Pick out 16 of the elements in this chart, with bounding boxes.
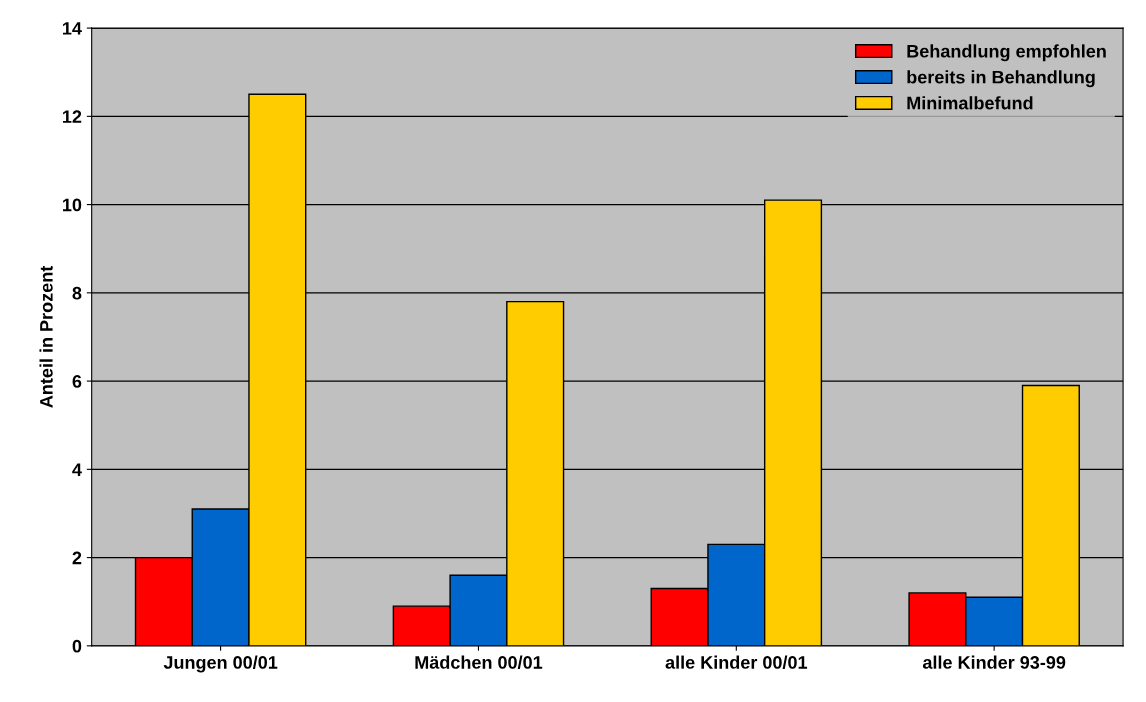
y-tick-label: 10 bbox=[63, 198, 82, 212]
y-tick-label: 0 bbox=[72, 639, 82, 653]
x-tick-label: Mädchen 00/01 bbox=[415, 655, 543, 670]
y-axis-title: Anteil in Prozent bbox=[39, 265, 53, 408]
y-tick-label: 8 bbox=[72, 286, 82, 300]
legend-label: bereits in Behandlung bbox=[907, 70, 1095, 88]
x-tick-label: alle Kinder 93-99 bbox=[922, 655, 1066, 669]
y-tick-label: 6 bbox=[72, 375, 82, 388]
y-tick-label: 14 bbox=[63, 22, 82, 35]
legend-label: Minimalbefund bbox=[907, 96, 1033, 110]
legend-label: Behandlung empfohlen bbox=[907, 44, 1106, 62]
y-tick-label: 12 bbox=[63, 110, 82, 123]
x-tick-label: alle Kinder 00/01 bbox=[665, 655, 808, 670]
y-tick-label: 2 bbox=[72, 551, 82, 565]
x-tick-label: Jungen 00/01 bbox=[163, 655, 278, 673]
y-tick-label: 4 bbox=[72, 463, 82, 476]
